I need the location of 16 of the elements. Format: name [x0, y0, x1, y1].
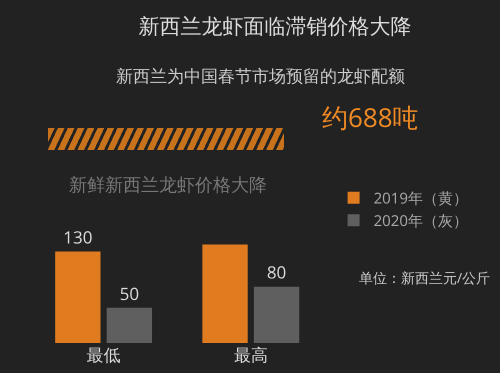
- bar: [254, 286, 300, 343]
- text: 新鲜新西兰龙虾价格大降: [69, 173, 267, 197]
- data-label: 50: [120, 282, 140, 305]
- legend-label: 2019年（黄）: [374, 188, 468, 209]
- chart-title: 新西兰龙虾面临滞销价格大降: [138, 12, 412, 40]
- chart-subtitle: 新西兰为中国春节市场预留的龙虾配额: [116, 64, 405, 87]
- text: 约688吨: [322, 99, 419, 135]
- data-label: 80: [266, 260, 286, 284]
- data-label: 130: [63, 226, 92, 248]
- bar: [202, 244, 248, 343]
- text: 单位：新西兰元/公斤: [359, 269, 490, 288]
- bar: [106, 308, 152, 343]
- legend-label: 2020年（灰）: [374, 211, 468, 232]
- x-tick-label: 最低: [86, 343, 121, 366]
- bar: [55, 252, 101, 343]
- x-tick-label: 最高: [234, 343, 268, 366]
